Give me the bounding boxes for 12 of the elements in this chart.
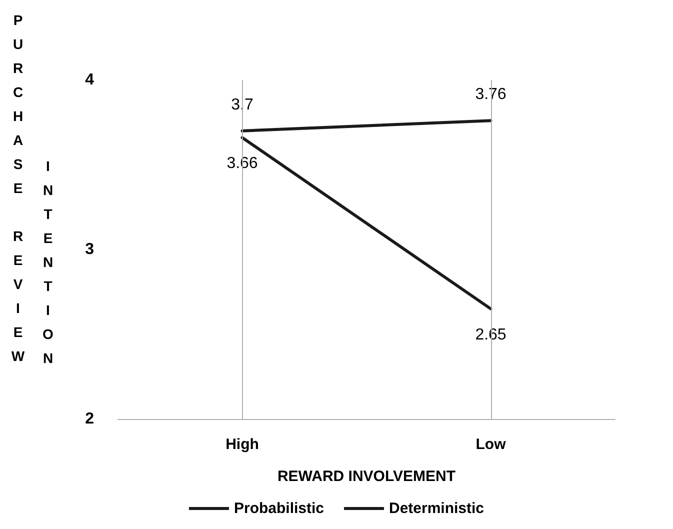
data-label: 2.65 [475, 326, 506, 344]
y-tick-label: 2 [85, 410, 94, 428]
y-tick-label: 4 [85, 72, 94, 88]
data-label: 3.7 [231, 96, 254, 114]
y-axis-title: PURCHASE REVIEW INTENTION [10, 12, 56, 374]
x-tick-label: Low [476, 436, 506, 453]
legend-label: Deterministic [388, 500, 484, 517]
y-tick-label: 3 [85, 241, 94, 258]
x-axis-title: REWARD INVOLVEMENT [277, 468, 456, 485]
data-label: 3.76 [475, 86, 506, 104]
x-tick-label: High [226, 436, 259, 453]
legend-label: Probabilistic [234, 500, 324, 517]
